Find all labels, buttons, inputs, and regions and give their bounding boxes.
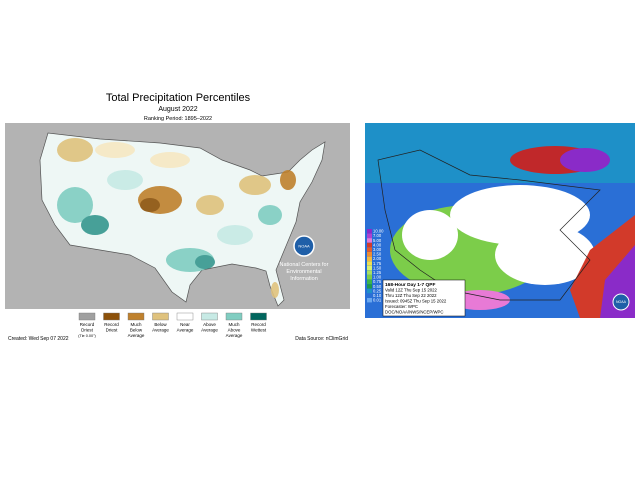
scale-swatch xyxy=(367,293,372,298)
created: Created: Wed Sep 07 2022 xyxy=(8,336,69,342)
agency-line: National Centers for xyxy=(280,262,329,268)
scale-label: 1.00 xyxy=(373,275,382,280)
scale-swatch xyxy=(367,298,372,303)
subtitle: August 2022 xyxy=(158,106,197,113)
legend-swatch xyxy=(225,312,243,321)
scale-label: 3.00 xyxy=(373,247,382,252)
qpf-scale: 10.007.005.004.003.002.502.001.751.501.2… xyxy=(367,229,384,303)
legend-label: Much Above Average xyxy=(226,322,243,338)
scale-swatch xyxy=(367,252,372,257)
info-line: 168-Hour Day 1-7 QPF xyxy=(385,282,435,288)
scale-label: 5.00 xyxy=(373,238,382,243)
scale-swatch xyxy=(367,288,372,294)
precip-regions xyxy=(57,138,296,298)
scale-swatch xyxy=(367,229,372,234)
scale-swatch xyxy=(367,247,372,252)
legend-swatch xyxy=(78,312,96,321)
right-map: 10.007.005.004.003.002.502.001.751.501.2… xyxy=(365,123,635,318)
scale-label: 0.75 xyxy=(373,279,382,284)
info-line: Forecaster: WPC xyxy=(385,304,418,309)
agency-line: Environmental xyxy=(286,269,321,275)
scale-swatch xyxy=(367,284,372,289)
scale-label: 0.01 xyxy=(373,298,382,303)
scale-label: 1.50 xyxy=(373,265,382,270)
legend-label: Record Wettest xyxy=(251,322,267,333)
source: Data Source: nClimGrid xyxy=(295,336,348,342)
scale-label: 1.75 xyxy=(373,261,382,266)
scale-label: 0.25 xyxy=(373,288,382,293)
scale-swatch xyxy=(367,242,372,248)
legend-swatch xyxy=(152,312,169,321)
scale-label: 0.50 xyxy=(373,284,382,289)
logo-text: NOAA xyxy=(616,300,627,304)
legend-swatch xyxy=(250,312,267,321)
legend-swatch xyxy=(176,312,194,321)
info-line: Valid 12Z Thu Sep 15 2022 xyxy=(385,288,438,293)
scale-label: 0.10 xyxy=(373,293,382,298)
info-line: Issued: 0945Z Thu Sep 15 2022 xyxy=(385,299,447,304)
scale-swatch xyxy=(367,233,372,238)
scale-swatch xyxy=(367,238,372,243)
scale-swatch xyxy=(367,270,372,275)
left-map: Total Precipitation Percentiles August 2… xyxy=(5,92,350,342)
period: Ranking Period: 1895–2022 xyxy=(144,116,212,122)
legend-label: Record Driest xyxy=(80,322,95,333)
noaa-logo xyxy=(612,293,630,311)
legend-label: Record Driest xyxy=(104,322,119,333)
scale-label: 2.00 xyxy=(373,256,382,261)
scale-swatch xyxy=(367,256,372,261)
us-outline xyxy=(377,149,601,301)
info-line: DOC/NOAA/NWS/NCEP/WPC xyxy=(385,310,444,315)
scale-label: 2.50 xyxy=(373,252,382,257)
scale-swatch xyxy=(367,279,372,284)
title: Total Precipitation Percentiles xyxy=(106,92,251,104)
legend-label: Much Below Average xyxy=(128,322,145,338)
info-line: Thru 12Z Thu Sep 22 2022 xyxy=(385,293,437,298)
scale-swatch xyxy=(367,275,372,280)
legend-swatch xyxy=(201,312,218,321)
agency: National Centers forEnvironmentalInforma… xyxy=(280,262,329,282)
legend-label: Near Average xyxy=(177,322,194,333)
legend-label: Below Average xyxy=(152,322,169,333)
legend-label: Above Average xyxy=(201,322,218,333)
logo-text: NOAA xyxy=(298,244,310,249)
scale-label: 7.00 xyxy=(373,233,382,238)
info-box xyxy=(382,279,466,317)
noaa-logo xyxy=(293,235,315,257)
scale-label: 10.00 xyxy=(373,229,384,234)
agency-line: Information xyxy=(290,276,318,282)
legend-swatch xyxy=(103,312,120,321)
scale-label: 4.00 xyxy=(373,242,382,247)
scale-swatch xyxy=(367,265,372,271)
legend-swatch xyxy=(127,312,145,321)
scale-swatch xyxy=(367,261,372,266)
legend-note: (Tie 0.00") xyxy=(78,334,96,338)
scale-label: 1.25 xyxy=(373,270,382,275)
